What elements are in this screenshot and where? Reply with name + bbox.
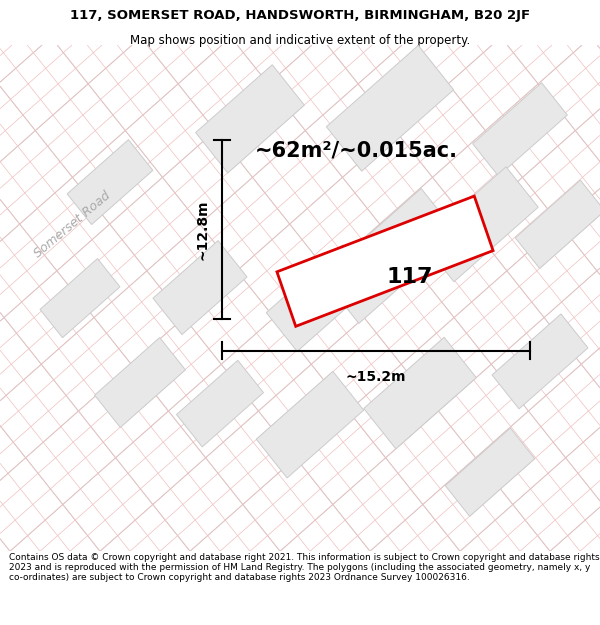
Polygon shape: [473, 82, 568, 176]
Text: 117, SOMERSET ROAD, HANDSWORTH, BIRMINGHAM, B20 2JF: 117, SOMERSET ROAD, HANDSWORTH, BIRMINGH…: [70, 9, 530, 22]
Polygon shape: [95, 338, 185, 428]
Text: ~62m²/~0.015ac.: ~62m²/~0.015ac.: [255, 141, 458, 161]
Polygon shape: [40, 259, 120, 338]
Polygon shape: [256, 371, 364, 478]
Polygon shape: [422, 167, 538, 282]
Polygon shape: [67, 139, 153, 224]
Polygon shape: [322, 189, 458, 323]
Text: Contains OS data © Crown copyright and database right 2021. This information is : Contains OS data © Crown copyright and d…: [9, 552, 599, 582]
Polygon shape: [196, 65, 304, 173]
Polygon shape: [266, 245, 374, 351]
Text: ~15.2m: ~15.2m: [346, 370, 406, 384]
Polygon shape: [277, 196, 493, 326]
Polygon shape: [176, 361, 263, 447]
Polygon shape: [364, 338, 476, 449]
Text: Somerset Road: Somerset Road: [31, 189, 113, 260]
Text: Map shows position and indicative extent of the property.: Map shows position and indicative extent…: [130, 34, 470, 47]
Polygon shape: [492, 314, 588, 409]
Polygon shape: [153, 241, 247, 334]
Polygon shape: [515, 180, 600, 269]
Polygon shape: [326, 46, 454, 171]
Text: ~12.8m: ~12.8m: [196, 199, 210, 260]
Polygon shape: [445, 428, 535, 516]
Text: 117: 117: [387, 267, 433, 287]
